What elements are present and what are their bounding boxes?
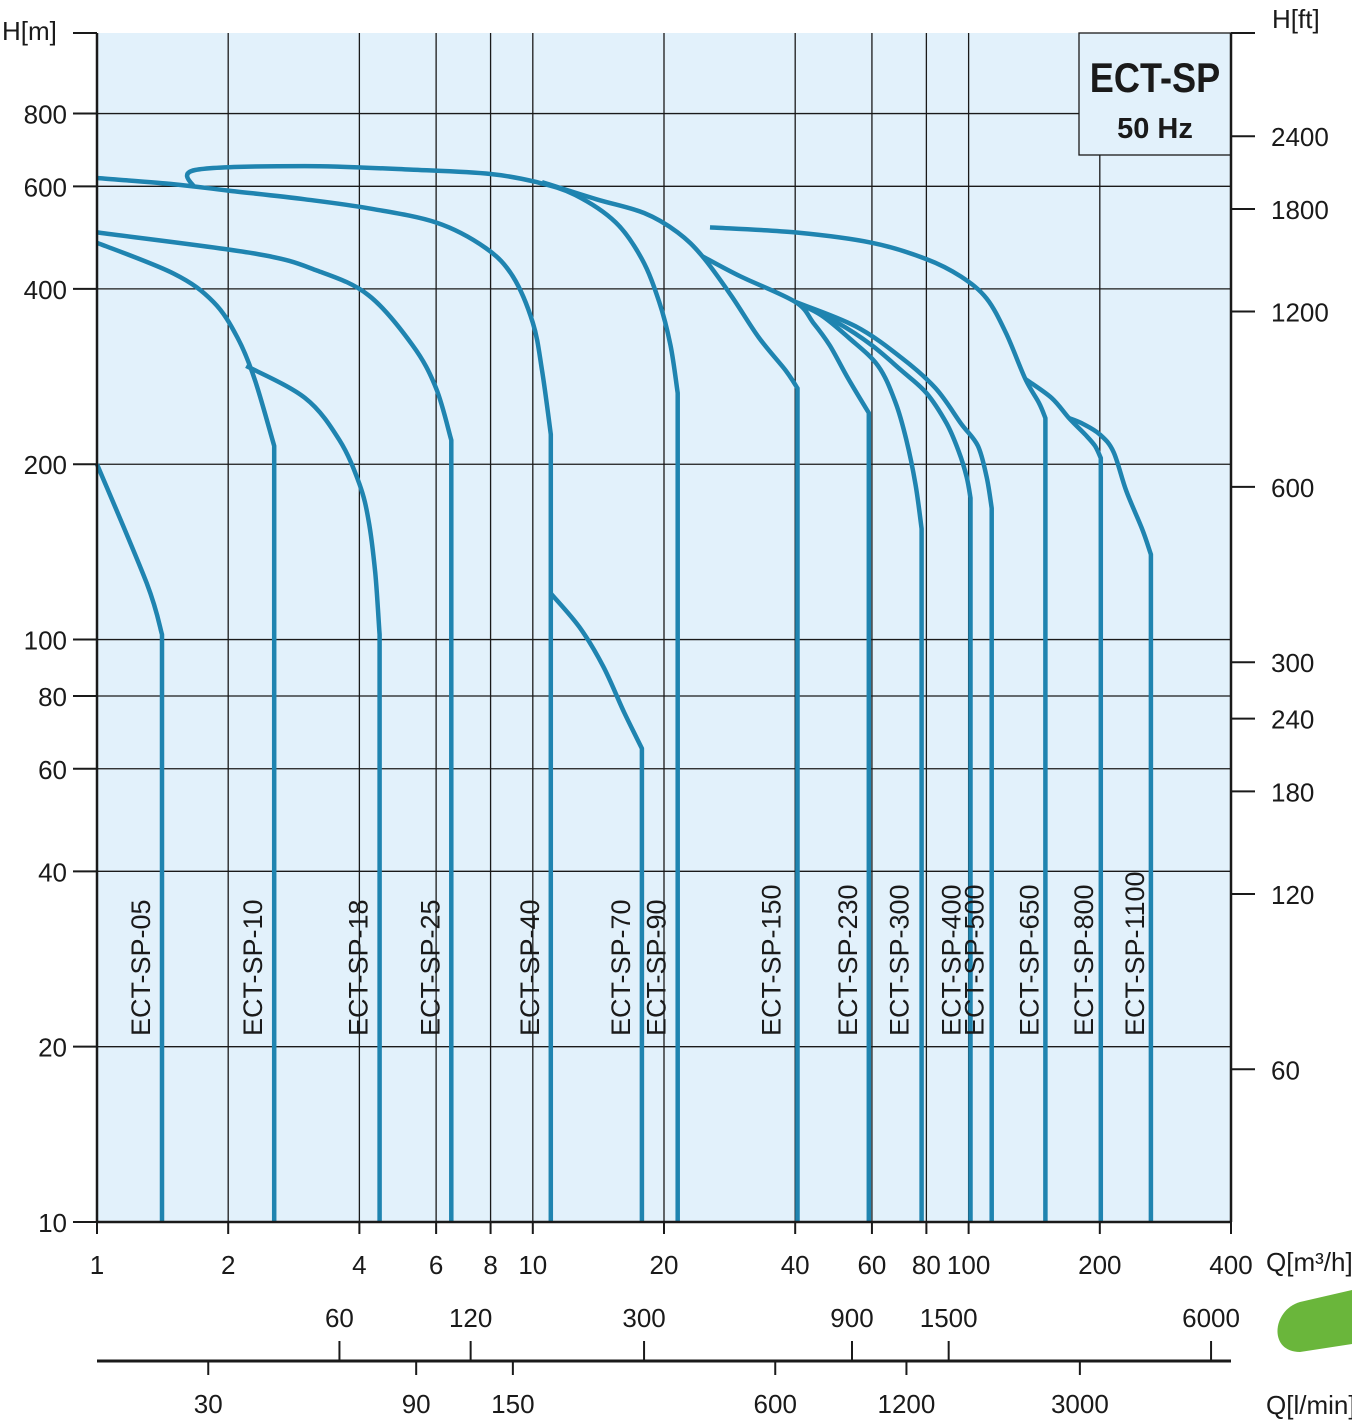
- chart-subtitle: 50 Hz: [1117, 113, 1193, 145]
- y-tick-label: 20: [38, 1033, 67, 1063]
- lmin-tick-label-upper: 60: [325, 1303, 354, 1333]
- x-tick-label: 100: [947, 1250, 990, 1280]
- lmin-tick-label-lower: 90: [402, 1389, 431, 1419]
- lmin-tick-label-lower: 600: [754, 1389, 797, 1419]
- pump-curve: [549, 591, 645, 1222]
- ft-tick-label: 1800: [1271, 195, 1329, 225]
- ft-tick-label: 180: [1271, 777, 1314, 807]
- pump-curve: [96, 240, 277, 1222]
- series-label: ECT-SP-650: [1014, 884, 1044, 1036]
- lmin-tick-label-upper: 300: [622, 1303, 665, 1333]
- y-tick-label: 200: [24, 450, 67, 480]
- pump-curve: [96, 230, 454, 1222]
- series-label: ECT-SP-05: [126, 899, 156, 1036]
- ft-tick-label: 600: [1271, 473, 1314, 503]
- series-label: ECT-SP-1100: [1120, 871, 1150, 1036]
- y-tick-label: 100: [24, 626, 67, 656]
- x-axis-label: Q[m³/h]: [1266, 1247, 1352, 1277]
- ft-tick-label: 240: [1271, 705, 1314, 735]
- series-label: ECT-SP-500: [960, 884, 990, 1036]
- axes: 1 2 4 6 8 10 20 40 60 80 100 200 4001020406080100200…: [24, 32, 1329, 1419]
- series-label: ECT-SP-90: [642, 899, 672, 1036]
- pump-curve: [245, 363, 382, 1222]
- x-tick-label: 400: [1209, 1250, 1252, 1280]
- x-tick-label: 40: [781, 1250, 810, 1280]
- title-box: ECT-SP 50 Hz: [1078, 32, 1232, 156]
- pump-curve: [94, 463, 165, 1222]
- y-tick-label: 800: [24, 100, 67, 130]
- ft-tick-label: 120: [1271, 880, 1314, 910]
- title-box-frame: [1078, 32, 1232, 156]
- ft-tick-label: 1200: [1271, 298, 1329, 328]
- x-tick-label: 60: [857, 1250, 886, 1280]
- chart-title: ECT-SP: [1090, 56, 1220, 102]
- y-tick-label: 600: [24, 172, 67, 202]
- pump-curve: [701, 254, 872, 1222]
- brand-accent-shape: [1277, 1290, 1352, 1352]
- y-tick-label: 80: [38, 682, 67, 712]
- series-label: ECT-SP-25: [415, 899, 445, 1036]
- series-label: ECT-SP-300: [885, 884, 915, 1036]
- x-tick-label: 4: [352, 1250, 366, 1280]
- ft-tick-label: 60: [1271, 1055, 1300, 1085]
- series-label: ECT-SP-40: [515, 899, 545, 1036]
- lmin-tick-label-lower: 3000: [1051, 1389, 1109, 1419]
- y-axis-label-right: H[ft]: [1272, 4, 1320, 34]
- lmin-tick-label-upper: 900: [830, 1303, 873, 1333]
- x-tick-label: 8: [483, 1250, 497, 1280]
- lmin-tick-label-lower: 150: [491, 1389, 534, 1419]
- y-tick-label: 40: [38, 857, 67, 887]
- x-tick-label: 80: [912, 1250, 941, 1280]
- pump-curve: [1068, 416, 1154, 1222]
- lmin-tick-label-lower: 30: [194, 1389, 223, 1419]
- x-tick-label: 1: [90, 1250, 104, 1280]
- series-label: ECT-SP-400: [937, 884, 967, 1036]
- x-tick-label: 20: [650, 1250, 679, 1280]
- lmin-tick-label-upper: 1500: [920, 1303, 978, 1333]
- series-label: ECT-SP-70: [606, 899, 636, 1036]
- pump-curve: [1024, 377, 1104, 1222]
- lmin-tick-label-lower: 1200: [878, 1389, 936, 1419]
- y-tick-label: 10: [38, 1208, 67, 1238]
- ft-tick-label: 300: [1271, 648, 1314, 678]
- x-tick-label: 6: [429, 1250, 443, 1280]
- y-axis-label-left: H[m]: [2, 16, 57, 46]
- x-tick-label: 2: [221, 1250, 235, 1280]
- x-tick-label: 10: [518, 1250, 547, 1280]
- pump-curve: [709, 225, 1048, 1222]
- series-label: ECT-SP-230: [833, 884, 863, 1036]
- lmin-tick-label-upper: 6000: [1182, 1303, 1240, 1333]
- series-label: ECT-SP-800: [1069, 884, 1099, 1036]
- y-tick-label: 60: [38, 755, 67, 785]
- x-tick-label: 200: [1078, 1250, 1121, 1280]
- x-axis-label-secondary: Q[l/min]: [1266, 1390, 1352, 1420]
- ft-tick-label: 2400: [1271, 122, 1329, 152]
- pump-curve: [96, 175, 554, 1222]
- series-label: ECT-SP-18: [344, 899, 374, 1036]
- pump-curves: [94, 163, 1154, 1222]
- pump-curve: [794, 299, 994, 1222]
- series-label: ECT-SP-10: [238, 899, 268, 1036]
- lmin-tick-label-upper: 120: [449, 1303, 492, 1333]
- y-tick-label: 400: [24, 275, 67, 305]
- pump-curve: [794, 299, 973, 1222]
- series-labels: ECT-SP-05 ECT-SP-10 ECT-SP-18 ECT-SP-25 ECT-…: [126, 871, 1150, 1036]
- series-label: ECT-SP-150: [757, 884, 787, 1036]
